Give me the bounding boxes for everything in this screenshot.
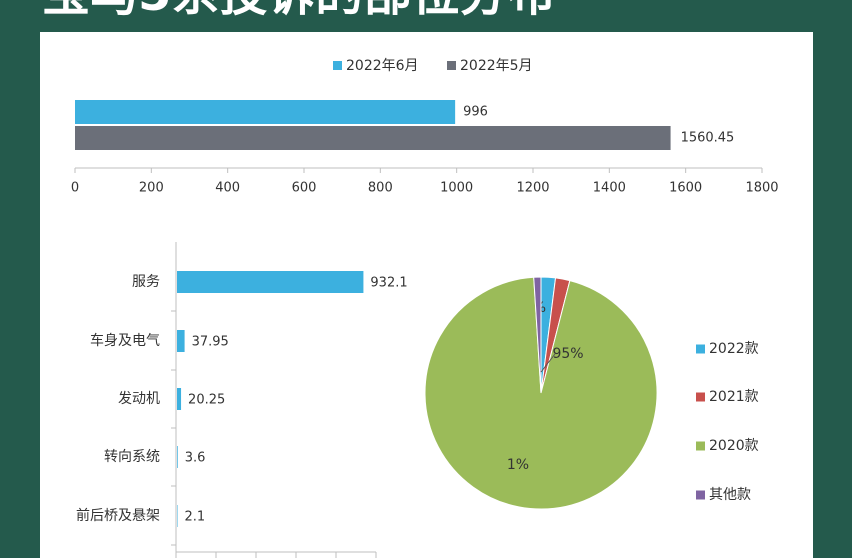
x-tick-label-1: 200 (139, 181, 164, 196)
x-tick-label-7: 1400 (593, 181, 626, 196)
pie-label-3: 1% (507, 457, 529, 473)
category-label-1: 车身及电气 (90, 332, 160, 349)
bar-0 (75, 100, 456, 124)
pie-slice-3 (533, 276, 542, 394)
part-bar-value-2: 20.25 (188, 393, 225, 408)
x-tick-label-5: 1000 (440, 181, 473, 196)
legend-swatch-1 (447, 61, 456, 70)
chart-panel: 2022年6月 2022年5月 996 1560.45 0 200 400 600 800 100… (40, 32, 813, 558)
pie-legend-swatch-3 (696, 490, 705, 500)
pie-label-2: 95% (552, 346, 583, 362)
part-bar-value-0: 932.1 (370, 276, 407, 291)
category-label-4: 前后桥及悬架 (76, 507, 160, 524)
x-tick-label-2: 400 (215, 181, 240, 196)
part-bar-4 (177, 505, 178, 527)
pie-legend-swatch-0 (696, 344, 705, 354)
x-tick-label-4: 800 (368, 181, 393, 196)
pie-legend-label-0: 2022款 (709, 341, 759, 357)
legend-label-0: 2022年6月 (346, 58, 419, 74)
part-bar-value-4: 2.1 (185, 510, 206, 525)
part-bar-2 (177, 388, 182, 410)
x-tick-label-8: 1600 (669, 181, 702, 196)
category-label-0: 服务 (132, 274, 160, 290)
x-tick-label-3: 600 (292, 181, 317, 196)
charts-canvas: 2022年6月 2022年5月 996 1560.45 0 200 400 600 800 100… (71, 58, 779, 558)
pie-legend-label-1: 2021款 (709, 389, 759, 405)
x-tick-label-6: 1200 (516, 181, 549, 196)
x-tick-label-0: 0 (71, 181, 79, 196)
pie-legend-swatch-2 (696, 441, 705, 451)
category-label-2: 发动机 (118, 391, 160, 407)
page-title: 宝马5系投诉的部位分布 (42, 0, 555, 18)
pie-leader-line (540, 353, 556, 373)
pie-legend-label-2: 2020款 (709, 438, 759, 454)
bar-value-label-1: 1560.45 (681, 131, 735, 146)
part-bar-1 (177, 330, 185, 352)
pie-legend-label-3: 其他款 (709, 487, 751, 503)
pie-slice-2 (424, 276, 658, 510)
x-tick-label-9: 1800 (745, 181, 778, 196)
category-label-3: 转向系统 (104, 449, 160, 465)
part-bar-value-3: 3.6 (185, 451, 206, 466)
bar-1 (75, 126, 671, 150)
part-bar-value-1: 37.95 (192, 335, 229, 350)
legend-label-1: 2022年5月 (460, 58, 533, 74)
pie-legend-swatch-1 (696, 392, 705, 402)
part-bar-0 (177, 271, 364, 293)
legend-swatch-0 (333, 61, 342, 70)
part-bar-3 (177, 446, 178, 468)
bar-value-label-0: 996 (463, 105, 488, 120)
